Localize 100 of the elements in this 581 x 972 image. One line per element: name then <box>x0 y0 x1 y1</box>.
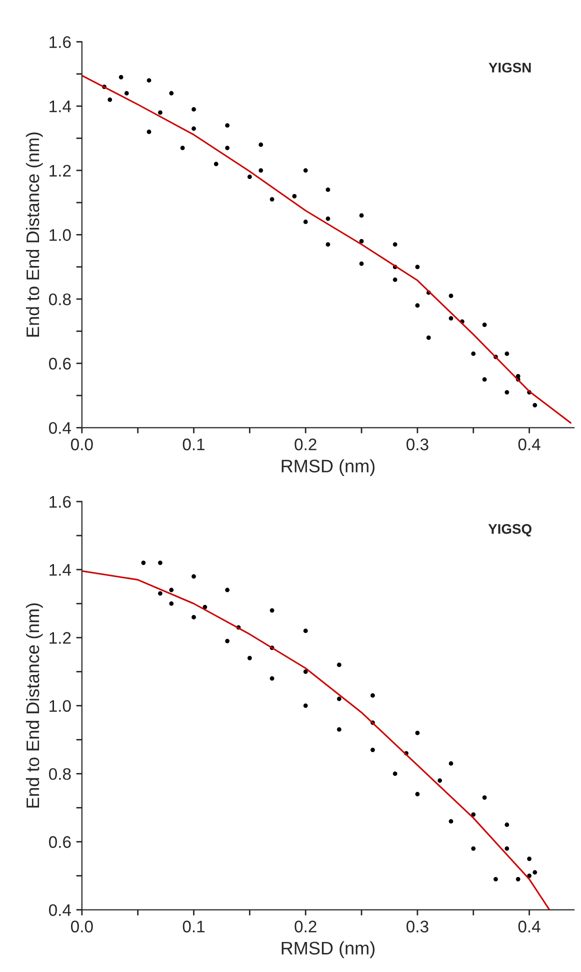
x-axis-title: RMSD (nm) <box>282 941 374 958</box>
point <box>359 238 364 244</box>
point <box>303 703 308 708</box>
y-axis-title: End to End Distance (nm) <box>26 132 43 337</box>
point <box>169 588 174 592</box>
point <box>326 242 330 247</box>
y-tick-label: 1.2 <box>50 632 71 644</box>
point <box>359 213 364 218</box>
point <box>192 126 196 131</box>
point <box>527 874 532 878</box>
x-axis-title: RMSD (nm) <box>282 459 374 476</box>
point <box>169 601 174 606</box>
point <box>303 168 308 173</box>
point <box>527 856 532 861</box>
x-tick-label: 0.4 <box>518 920 540 932</box>
x-tick-label: 0.0 <box>70 920 93 932</box>
point <box>192 107 196 112</box>
point <box>146 78 152 83</box>
point <box>270 197 274 202</box>
point <box>124 91 129 96</box>
point <box>258 168 264 173</box>
y-tick-label: 0.4 <box>48 904 72 916</box>
point <box>516 876 520 882</box>
point <box>158 560 162 565</box>
point <box>225 146 230 150</box>
point <box>415 303 420 308</box>
point <box>158 591 162 596</box>
point <box>504 352 510 356</box>
point <box>192 574 196 579</box>
x-tick-label: 0.2 <box>294 920 316 932</box>
x-tick-label: 0.3 <box>406 920 428 932</box>
point <box>448 316 454 321</box>
point <box>471 846 476 851</box>
y-tick-label: 0.6 <box>48 358 71 370</box>
point <box>504 846 510 851</box>
point <box>532 402 538 408</box>
point <box>258 142 264 147</box>
y-tick-label: 1.0 <box>50 229 71 241</box>
point <box>303 628 308 634</box>
y-tick-label: 1.4 <box>50 564 72 576</box>
point <box>415 264 420 270</box>
point <box>532 870 538 875</box>
annotation: YIGSQ <box>488 524 532 536</box>
point <box>448 819 454 824</box>
point <box>108 97 112 102</box>
point <box>448 294 454 298</box>
point <box>494 876 498 882</box>
point <box>504 822 510 827</box>
point <box>392 242 398 247</box>
point <box>438 778 442 783</box>
point <box>482 795 487 800</box>
point <box>225 123 230 128</box>
point <box>169 91 174 96</box>
point <box>118 74 124 80</box>
point <box>225 638 230 644</box>
point <box>370 693 375 698</box>
point <box>141 560 146 565</box>
point <box>426 335 431 340</box>
point <box>158 110 162 115</box>
point <box>326 216 330 221</box>
point <box>359 261 364 266</box>
point <box>180 146 185 150</box>
point <box>415 792 420 796</box>
point <box>270 676 274 681</box>
point <box>247 656 252 660</box>
y-tick-label: 0.6 <box>48 836 71 848</box>
annotation: YIGSN <box>488 62 531 73</box>
point <box>292 194 297 198</box>
point <box>504 390 510 395</box>
point <box>482 322 487 327</box>
x-tick-label: 0.3 <box>406 438 428 450</box>
x-tick-label: 0.4 <box>518 438 540 450</box>
x-tick-label: 0.1 <box>182 920 205 932</box>
point <box>303 669 308 674</box>
y-tick-label: 1.2 <box>50 164 71 176</box>
point <box>471 352 476 356</box>
point <box>247 174 252 180</box>
point <box>214 162 218 166</box>
point <box>415 730 420 736</box>
x-tick-label: 0.2 <box>294 438 316 450</box>
x-tick-label: 0.0 <box>70 438 93 450</box>
point <box>392 772 398 776</box>
point <box>146 130 152 134</box>
y-tick-label: 0.8 <box>48 293 71 306</box>
point <box>336 696 342 702</box>
point <box>392 278 398 282</box>
line-series <box>82 570 550 910</box>
point <box>482 377 487 382</box>
point <box>326 188 330 192</box>
point <box>471 812 476 817</box>
point <box>270 608 274 613</box>
y-tick-label: 0.8 <box>48 768 71 780</box>
point <box>225 588 230 592</box>
point <box>303 220 308 224</box>
y-tick-label: 0.4 <box>48 422 72 434</box>
y-tick-label: 1.6 <box>50 36 71 48</box>
y-tick-label: 1.6 <box>50 496 71 508</box>
y-tick-label: 1.4 <box>50 100 72 112</box>
point <box>448 761 454 766</box>
y-tick-label: 1.0 <box>50 700 71 712</box>
